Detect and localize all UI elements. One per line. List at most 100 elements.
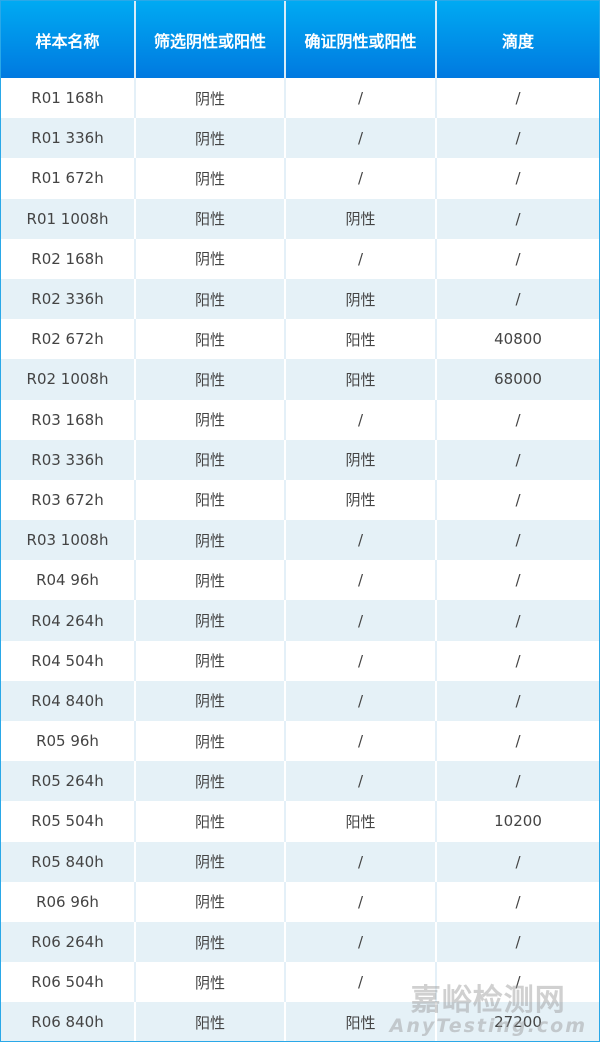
cell-screening-result: 阴性 [135,399,286,440]
table-row: R02 1008h 阳性 阳性 68000 [1,359,599,400]
cell-confirmation-result: 阴性 [285,278,437,320]
table-row: R06 264h 阴性 / / [1,921,599,963]
cell-titer: / [515,892,521,911]
cell-titer: / [515,249,521,268]
table-row: R02 672h 阳性 阳性 40800 [1,319,599,360]
cell-confirmation-result: / [285,640,437,681]
cell-confirmation-result: 阳性 [285,1002,437,1041]
cell-titer: 10200 [494,812,542,831]
cell-sample-name: R02 1008h [1,359,136,400]
header-screening-result: 筛选阴性或阳性 [135,1,286,78]
cell-confirmation-result: / [285,962,437,1003]
table-row: R03 168h 阴性 / / [1,399,599,440]
table-row: R06 96h 阴性 / / [1,881,599,922]
cell-sample-name: R04 264h [1,600,136,641]
table-row: R01 672h 阴性 / / [1,158,599,199]
cell-screening-result: 阳性 [135,278,286,320]
cell-confirmation-result: 阴性 [285,198,437,239]
cell-confirmation-result: / [285,520,437,561]
table-row: R05 96h 阴性 / / [1,721,599,762]
table-row: R05 264h 阴性 / / [1,761,599,802]
cell-titer: / [436,841,599,882]
cell-confirmation-result: / [285,118,437,159]
cell-titer: / [436,520,599,561]
cell-sample-name: R03 672h [1,479,136,521]
table-row: R01 336h 阴性 / / [1,118,599,159]
table-row: R05 840h 阴性 / / [1,841,599,882]
cell-sample-name: R05 96h [1,721,136,762]
cell-screening-result: 阳性 [135,359,286,400]
cell-screening-result: 阳性 [135,319,286,360]
cell-sample-name: R05 504h [1,801,136,842]
cell-sample-name: R01 336h [1,118,136,159]
table-row: R02 168h 阴性 / / [1,238,599,279]
cell-sample-name: R06 96h [1,881,136,922]
cell-screening-result: 阴性 [135,962,286,1003]
cell-titer: / [436,198,599,239]
cell-titer: / [515,169,521,188]
cell-screening-result: 阴性 [135,881,286,922]
cell-sample-name: R04 840h [1,680,136,721]
cell-confirmation-result: / [285,680,437,721]
cell-screening-result: 阴性 [135,600,286,641]
cell-confirmation-result: 阳性 [285,359,437,400]
cell-screening-result: 阳性 [135,1002,286,1041]
table-row: R06 504h 阴性 / / [1,962,599,1003]
cell-confirmation-result: / [285,238,437,279]
cell-screening-result: 阴性 [135,921,286,963]
table-row: R05 504h 阳性 阳性 10200 [1,801,599,842]
cell-screening-result: 阴性 [135,78,286,119]
cell-titer: / [436,278,599,320]
cell-sample-name: R03 336h [1,439,136,480]
cell-sample-name: R01 168h [1,78,136,119]
table-row: R01 168h 阴性 / / [1,78,599,119]
cell-titer: / [436,600,599,641]
cell-sample-name: R06 504h [1,962,136,1003]
cell-titer: / [515,571,521,590]
cell-titer: / [515,651,521,670]
cell-sample-name: R06 840h [1,1002,136,1041]
cell-confirmation-result: / [285,841,437,882]
cell-titer: / [436,761,599,802]
cell-confirmation-result: 阴性 [285,479,437,521]
cell-sample-name: R01 672h [1,158,136,199]
cell-sample-name: R05 840h [1,841,136,882]
cell-confirmation-result: 阴性 [285,439,437,480]
cell-confirmation-result: / [285,78,437,119]
table-row: R06 840h 阳性 阳性 27200 [1,1002,599,1041]
cell-sample-name: R02 168h [1,238,136,279]
cell-titer: 27200 [436,1002,599,1041]
cell-sample-name: R03 168h [1,399,136,440]
table-header-row: 样本名称 筛选阴性或阳性 确证阴性或阳性 滴度 [1,1,599,78]
cell-screening-result: 阳性 [135,439,286,480]
cell-screening-result: 阴性 [135,560,286,601]
cell-screening-result: 阳性 [135,479,286,521]
cell-confirmation-result: / [285,881,437,922]
cell-confirmation-result: 阳性 [285,801,437,842]
header-sample-name: 样本名称 [1,1,136,78]
cell-sample-name: R02 336h [1,278,136,320]
cell-sample-name: R01 1008h [1,198,136,239]
cell-screening-result: 阴性 [135,761,286,802]
cell-titer: 68000 [436,359,599,400]
table-row: R01 1008h 阳性 阴性 / [1,198,599,239]
table-row: R04 504h 阴性 / / [1,640,599,681]
cell-screening-result: 阳性 [135,198,286,239]
table-row: R03 1008h 阴性 / / [1,520,599,561]
cell-confirmation-result: / [285,399,437,440]
cell-titer: / [515,732,521,751]
cell-titer: / [515,490,521,509]
cell-sample-name: R06 264h [1,921,136,963]
cell-titer: / [515,410,521,429]
table-row: R03 672h 阳性 阴性 / [1,479,599,521]
cell-sample-name: R03 1008h [1,520,136,561]
cell-confirmation-result: / [285,158,437,199]
cell-confirmation-result: / [285,921,437,963]
cell-titer: / [436,680,599,721]
cell-titer: / [436,439,599,480]
table-row: R04 96h 阴性 / / [1,560,599,601]
cell-sample-name: R04 504h [1,640,136,681]
cell-screening-result: 阴性 [135,841,286,882]
